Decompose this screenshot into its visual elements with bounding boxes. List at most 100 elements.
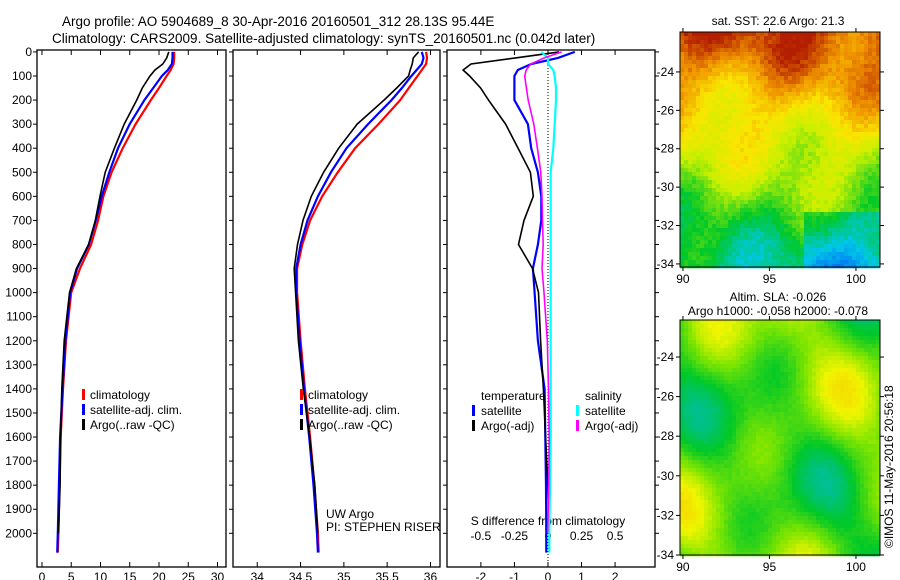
heatmap-cell: [716, 464, 720, 468]
heatmap-cell: [752, 392, 756, 396]
heatmap-cell: [820, 252, 824, 256]
heatmap-cell: [684, 420, 688, 424]
heatmap-cell: [844, 128, 848, 132]
heatmap-cell: [700, 200, 704, 204]
heatmap-cell: [688, 368, 692, 372]
heatmap-cell: [724, 104, 728, 108]
heatmap-cell: [868, 112, 872, 116]
heatmap-cell: [772, 328, 776, 332]
heatmap-cell: [724, 44, 728, 48]
heatmap-cell: [848, 260, 852, 264]
heatmap-cell: [780, 456, 784, 460]
heatmap-cell: [852, 360, 856, 364]
heatmap-cell: [724, 204, 728, 208]
heatmap-cell: [788, 40, 792, 44]
heatmap-cell: [728, 340, 732, 344]
heatmap-cell: [868, 32, 872, 36]
heatmap-cell: [744, 156, 748, 160]
heatmap-cell: [692, 164, 696, 168]
heatmap-cell: [824, 132, 828, 136]
heatmap-cell: [788, 52, 792, 56]
heatmap-cell: [680, 436, 684, 440]
heatmap-cell: [804, 192, 808, 196]
heatmap-cell: [784, 184, 788, 188]
heatmap-cell: [840, 456, 844, 460]
heatmap-cell: [736, 152, 740, 156]
heatmap-cell: [864, 388, 868, 392]
heatmap-cell: [860, 232, 864, 236]
heatmap-cell: [864, 40, 868, 44]
heatmap-cell: [752, 60, 756, 64]
heatmap-cell: [740, 448, 744, 452]
heatmap-cell: [724, 404, 728, 408]
heatmap-cell: [752, 224, 756, 228]
heatmap-cell: [784, 168, 788, 172]
heatmap-cell: [784, 248, 788, 252]
heatmap-cell: [712, 160, 716, 164]
heatmap-cell: [700, 84, 704, 88]
heatmap-cell: [724, 248, 728, 252]
heatmap-cell: [856, 68, 860, 72]
heatmap-cell: [804, 32, 808, 36]
heatmap-cell: [800, 452, 804, 456]
heatmap-cell: [728, 104, 732, 108]
heatmap-cell: [680, 140, 684, 144]
heatmap-cell: [864, 424, 868, 428]
heatmap-cell: [860, 80, 864, 84]
heatmap-cell: [684, 156, 688, 160]
heatmap-cell: [744, 40, 748, 44]
heatmap-cell: [804, 84, 808, 88]
heatmap-cell: [872, 404, 876, 408]
heatmap-cell: [792, 204, 796, 208]
heatmap-cell: [868, 412, 872, 416]
heatmap-cell: [692, 420, 696, 424]
heatmap-cell: [724, 120, 728, 124]
heatmap-cell: [872, 432, 876, 436]
heatmap-cell: [780, 380, 784, 384]
heatmap-cell: [724, 176, 728, 180]
heatmap-cell: [732, 236, 736, 240]
heatmap-cell: [848, 128, 852, 132]
heatmap-cell: [744, 48, 748, 52]
heatmap-cell: [816, 212, 820, 216]
heatmap-cell: [804, 376, 808, 380]
heatmap-cell: [748, 232, 752, 236]
heatmap-cell: [808, 220, 812, 224]
heatmap-cell: [760, 32, 764, 36]
heatmap-cell: [720, 236, 724, 240]
heatmap-cell: [872, 440, 876, 444]
heatmap-cell: [692, 464, 696, 468]
heatmap-cell: [704, 80, 708, 84]
heatmap-cell: [736, 172, 740, 176]
heatmap-cell: [724, 244, 728, 248]
heatmap-cell: [820, 204, 824, 208]
heatmap-cell: [716, 184, 720, 188]
heatmap-cell: [708, 204, 712, 208]
heatmap-cell: [740, 440, 744, 444]
heatmap-cell: [804, 208, 808, 212]
heatmap-cell: [772, 356, 776, 360]
heatmap-cell: [804, 248, 808, 252]
heatmap-cell: [796, 64, 800, 68]
heatmap-cell: [752, 332, 756, 336]
heatmap-cell: [800, 160, 804, 164]
heatmap-cell: [716, 36, 720, 40]
heatmap-cell: [720, 320, 724, 324]
heatmap-cell: [796, 192, 800, 196]
heatmap-cell: [752, 236, 756, 240]
heatmap-cell: [680, 332, 684, 336]
heatmap-cell: [856, 220, 860, 224]
y-tick-label: 1200: [5, 334, 32, 348]
heatmap-cell: [692, 128, 696, 132]
heatmap-cell: [720, 456, 724, 460]
heatmap-cell: [840, 44, 844, 48]
heatmap-cell: [840, 96, 844, 100]
heatmap-cell: [756, 108, 760, 112]
heatmap-cell: [868, 260, 872, 264]
heatmap-cell: [872, 172, 876, 176]
y-tick-label: 1700: [5, 454, 32, 468]
heatmap-cell: [716, 232, 720, 236]
heatmap-cell: [800, 68, 804, 72]
heatmap-cell: [860, 428, 864, 432]
heatmap-cell: [776, 84, 780, 88]
